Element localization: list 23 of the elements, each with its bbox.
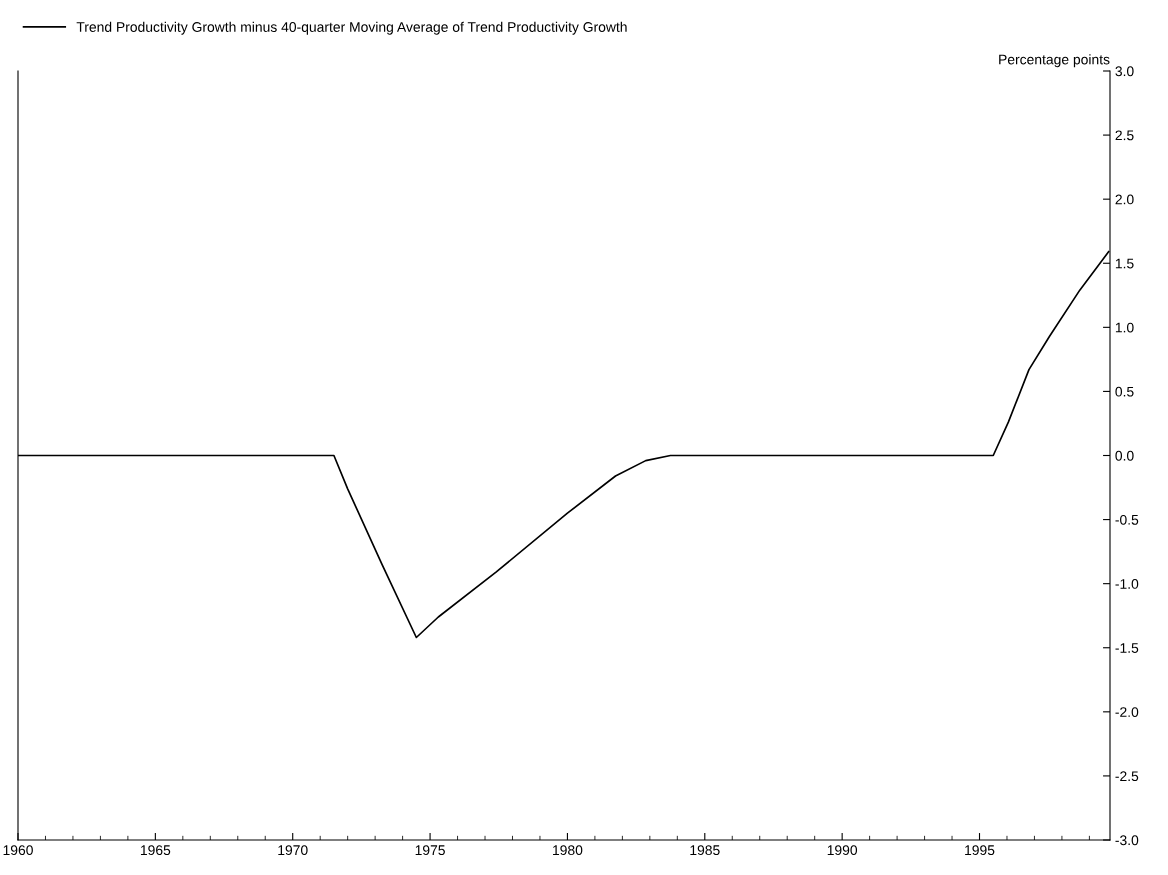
- y-tick-label: 0.5: [1115, 386, 1134, 397]
- y-tick-label: 2.5: [1115, 130, 1134, 141]
- y-tick-label: -1.5: [1115, 643, 1139, 653]
- y-tick-label: -2.5: [1115, 771, 1139, 782]
- y-tick-label: 0.0: [1115, 450, 1134, 461]
- x-tick-label: 1975: [415, 845, 445, 856]
- legend-label: Trend Productivity Growth minus 40-quarter Moving Average of Trend Productivity Growth: [76, 21, 627, 35]
- x-tick-label: 1995: [965, 845, 995, 856]
- y-tick-label: -1.0: [1115, 579, 1139, 589]
- x-tick-label: 1985: [690, 845, 720, 856]
- x-tick-label: 1960: [3, 845, 33, 856]
- y-tick-label: 1.0: [1115, 322, 1134, 333]
- y-tick-label: -2.0: [1115, 707, 1139, 717]
- x-tick-label: 1980: [553, 845, 583, 856]
- x-tick-label: 1965: [140, 845, 171, 856]
- y-tick-label: 3.0: [1115, 66, 1134, 77]
- x-tick-label: 1990: [827, 845, 858, 856]
- y-tick-label: -3.0: [1115, 835, 1139, 846]
- y-tick-label: 1.5: [1115, 258, 1134, 269]
- y-tick-label: 2.0: [1115, 194, 1134, 205]
- y-axis-title: Percentage points: [999, 54, 1110, 68]
- x-tick-label: 1970: [278, 845, 308, 856]
- y-tick-label: -0.5: [1115, 514, 1139, 525]
